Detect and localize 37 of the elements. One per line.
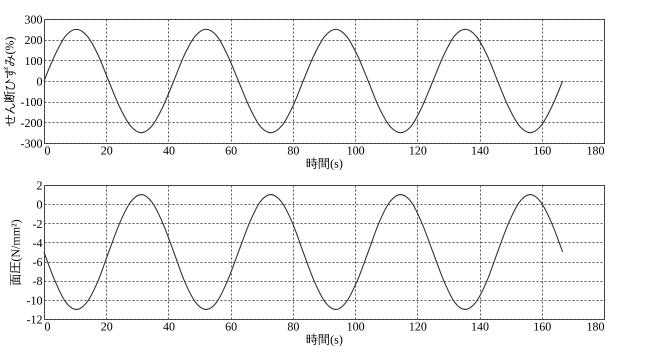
y-tick-label: 2 <box>36 178 42 192</box>
x-tick-label: 120 <box>408 144 427 158</box>
x-tick-label: 160 <box>533 144 552 158</box>
y-tick-label: -100 <box>20 95 42 110</box>
y-tick-label: 300 <box>24 12 42 26</box>
y-tick-label: -300 <box>20 136 42 150</box>
x-axis-title: 時間(s) <box>306 332 343 346</box>
y-tick-label: -10 <box>26 293 42 308</box>
y-tick-label: 0 <box>36 198 42 212</box>
x-tick-label: 20 <box>100 320 113 334</box>
x-tick-label: 40 <box>162 144 175 158</box>
x-tick-label: 60 <box>225 144 238 158</box>
y-tick-label: 100 <box>24 54 42 68</box>
y-tick-label: -4 <box>32 236 42 250</box>
y-axis-title: せん断ひずみ(%) <box>2 36 17 126</box>
y-tick-label: -6 <box>32 255 42 270</box>
x-tick-label: 180 <box>586 144 604 158</box>
x-tick-label: 180 <box>586 320 604 334</box>
x-tick-label: 80 <box>287 320 300 334</box>
x-tick-label: 160 <box>533 320 552 334</box>
x-tick-label: 120 <box>408 320 427 334</box>
x-tick-label: 140 <box>471 144 490 158</box>
x-tick-label: 40 <box>162 320 175 334</box>
x-tick-label: 60 <box>225 320 238 334</box>
x-tick-label: 80 <box>287 144 300 158</box>
y-tick-label: -12 <box>26 312 42 326</box>
x-tick-label: 100 <box>346 320 365 334</box>
y-tick-label: -2 <box>32 216 42 231</box>
x-tick-label: 20 <box>100 144 113 158</box>
y-tick-label: -200 <box>20 116 42 130</box>
x-tick-label: 100 <box>346 144 365 158</box>
x-tick-label: 140 <box>471 320 490 334</box>
y-tick-label: -8 <box>32 274 42 288</box>
y-tick-label: 0 <box>36 74 42 88</box>
y-axis-title: 面圧(N/mm²) <box>8 219 23 286</box>
y-tick-label: 200 <box>24 33 42 48</box>
x-axis-title: 時間(s) <box>306 156 343 170</box>
